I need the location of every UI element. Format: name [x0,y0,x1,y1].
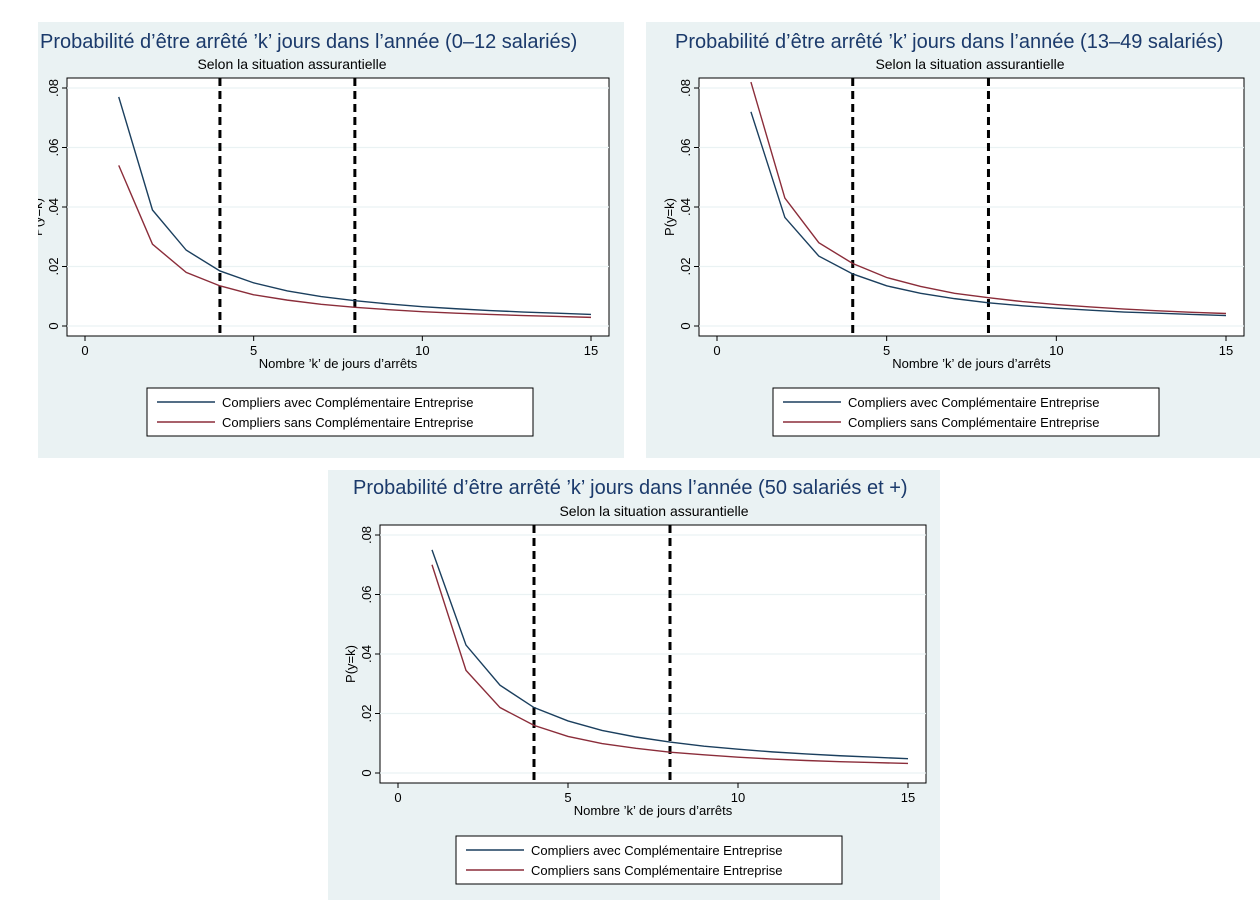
chart-svg: Probabilité d’être arrêté ’k’ jours dans… [38,31,610,437]
y-axis-label: P(y=k) [38,198,45,236]
series-line-avec [431,549,909,760]
x-tick-label: 10 [415,343,429,358]
chart-subtitle: Selon la situation assurantielle [875,56,1064,72]
x-tick-label: 10 [1049,343,1063,358]
series-line-avec [118,96,592,316]
legend-label: Compliers sans Complémentaire Entreprise [222,415,473,430]
legend [455,835,843,885]
series-line-sans [431,564,909,765]
x-tick-label: 5 [883,343,890,358]
chart-title: Probabilité d’être arrêté ’k’ jours dans… [675,31,1223,53]
chart-title: Probabilité d’être arrêté ’k’ jours dans… [353,477,908,499]
y-tick-label: .04 [46,198,61,216]
series-line-avec [750,111,1227,317]
series-line-sans [750,81,1227,315]
chart-svg: Probabilité d’être arrêté ’k’ jours dans… [343,477,927,885]
chart-svg: Probabilité d’être arrêté ’k’ jours dans… [662,31,1245,437]
x-tick-label: 0 [394,790,401,805]
y-tick-label: 0 [359,769,374,776]
y-tick-label: .04 [359,645,374,663]
y-tick-label: .06 [46,138,61,156]
legend-label: Compliers avec Complémentaire Entreprise [531,843,782,858]
x-tick-label: 15 [1219,343,1233,358]
y-tick-label: 0 [46,322,61,329]
y-tick-label: .08 [359,526,374,544]
x-axis-label: Nombre ’k’ de jours d’arrêts [574,803,733,818]
y-tick-label: .04 [678,198,693,216]
series-line-sans [118,165,592,319]
chart-panel-50-salaries-et-plus: Probabilité d’être arrêté ’k’ jours dans… [328,470,940,900]
chart-panel-0-12-salaries: Probabilité d’être arrêté ’k’ jours dans… [38,22,624,458]
x-tick-label: 0 [713,343,720,358]
chart-panel-13-49-salaries: Probabilité d’être arrêté ’k’ jours dans… [646,22,1260,458]
x-tick-label: 15 [901,790,915,805]
x-tick-label: 15 [584,343,598,358]
legend-label: Compliers sans Complémentaire Entreprise [848,415,1099,430]
y-tick-label: .02 [678,257,693,275]
y-axis-label: P(y=k) [662,198,677,236]
legend [772,387,1160,437]
x-tick-label: 5 [250,343,257,358]
y-tick-label: .08 [678,79,693,97]
x-tick-label: 10 [731,790,745,805]
y-tick-label: .06 [678,138,693,156]
x-tick-label: 0 [81,343,88,358]
y-tick-label: .08 [46,79,61,97]
legend-label: Compliers avec Complémentaire Entreprise [848,395,1099,410]
x-axis-label: Nombre ’k’ de jours d’arrêts [259,356,418,371]
legend [146,387,534,437]
y-tick-label: .02 [46,257,61,275]
y-axis-label: P(y=k) [343,645,358,683]
chart-subtitle: Selon la situation assurantielle [559,503,748,519]
chart-subtitle: Selon la situation assurantielle [197,56,386,72]
y-tick-label: .06 [359,585,374,603]
x-tick-label: 5 [564,790,571,805]
legend-label: Compliers sans Complémentaire Entreprise [531,863,782,878]
x-axis-label: Nombre ’k’ de jours d’arrêts [892,356,1051,371]
chart-title: Probabilité d’être arrêté ’k’ jours dans… [40,31,577,53]
y-tick-label: .02 [359,704,374,722]
legend-label: Compliers avec Complémentaire Entreprise [222,395,473,410]
y-tick-label: 0 [678,322,693,329]
